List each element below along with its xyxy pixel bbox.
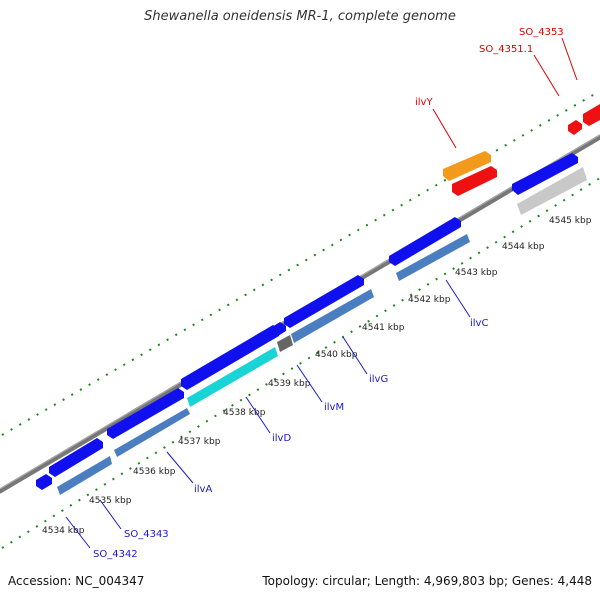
cds-feature[interactable]: [291, 289, 374, 343]
kbp-label: 4537 kbp: [178, 437, 221, 447]
gene-label-ilvC[interactable]: ilvC: [470, 318, 488, 329]
gene-feature[interactable]: [272, 322, 286, 336]
gene-labels: SO_4342 SO_4343 ilvA ilvD ilvM ilvG ilvC…: [93, 27, 564, 560]
inner-tick-ruler: [1, 177, 600, 549]
kbp-label: 4544 kbp: [502, 242, 545, 252]
gene-label-SO_4353[interactable]: SO_4353: [519, 27, 564, 38]
gene-feature[interactable]: [284, 275, 364, 328]
kbp-label: 4540 kbp: [315, 350, 358, 360]
kbp-label: 4543 kbp: [455, 268, 498, 278]
gene-feature-ilvY[interactable]: [443, 151, 491, 181]
scale-labels: 4534 kbp 4535 kbp 4536 kbp 4537 kbp 4538…: [42, 216, 592, 536]
gene-label-SO_4343[interactable]: SO_4343: [124, 529, 169, 540]
gene-feature[interactable]: [452, 166, 497, 196]
kbp-label: 4545 kbp: [549, 216, 592, 226]
gene-feature[interactable]: [36, 474, 52, 490]
genome-summary-text: Topology: circular; Length: 4,969,803 bp…: [262, 574, 592, 588]
gene-feature[interactable]: [49, 438, 103, 477]
cds-feature[interactable]: [517, 167, 587, 215]
kbp-label: 4541 kbp: [362, 323, 405, 333]
cds-feature[interactable]: [396, 234, 470, 281]
cds-feature[interactable]: [277, 335, 293, 352]
map-title: Shewanella oneidensis MR-1, complete gen…: [144, 9, 456, 24]
gene-feature-SO_4353[interactable]: [568, 120, 582, 135]
gene-label-ilvD[interactable]: ilvD: [272, 433, 291, 444]
accession-text: Accession: NC_004347: [8, 574, 145, 588]
kbp-label: 4536 kbp: [133, 467, 176, 477]
kbp-label: 4542 kbp: [408, 295, 451, 305]
gene-feature[interactable]: [512, 153, 578, 195]
forward-strand-genes: [36, 153, 578, 490]
gene-feature[interactable]: [181, 325, 279, 390]
highlighted-genes: [443, 104, 600, 196]
gene-label-ilvA[interactable]: ilvA: [194, 484, 212, 495]
kbp-label: 4534 kbp: [42, 526, 85, 536]
kbp-label: 4535 kbp: [89, 496, 132, 506]
gene-label-ilvG[interactable]: ilvG: [369, 374, 388, 385]
gene-feature[interactable]: [107, 388, 184, 439]
cds-feature[interactable]: [187, 347, 278, 407]
gene-feature-SO_4351.1[interactable]: [583, 104, 600, 126]
cds-feature[interactable]: [57, 456, 112, 495]
gene-label-SO_4342[interactable]: SO_4342: [93, 549, 138, 560]
label-leaders: [65, 37, 578, 549]
cds-feature[interactable]: [114, 408, 190, 457]
kbp-label: 4538 kbp: [223, 408, 266, 418]
kbp-label: 4539 kbp: [268, 379, 311, 389]
gene-label-ilvM[interactable]: ilvM: [324, 402, 344, 413]
gene-label-ilvY[interactable]: ilvY: [415, 97, 433, 108]
cds-features: [57, 167, 587, 495]
gene-feature[interactable]: [389, 217, 461, 266]
gene-label-SO_4351.1[interactable]: SO_4351.1: [479, 44, 533, 55]
